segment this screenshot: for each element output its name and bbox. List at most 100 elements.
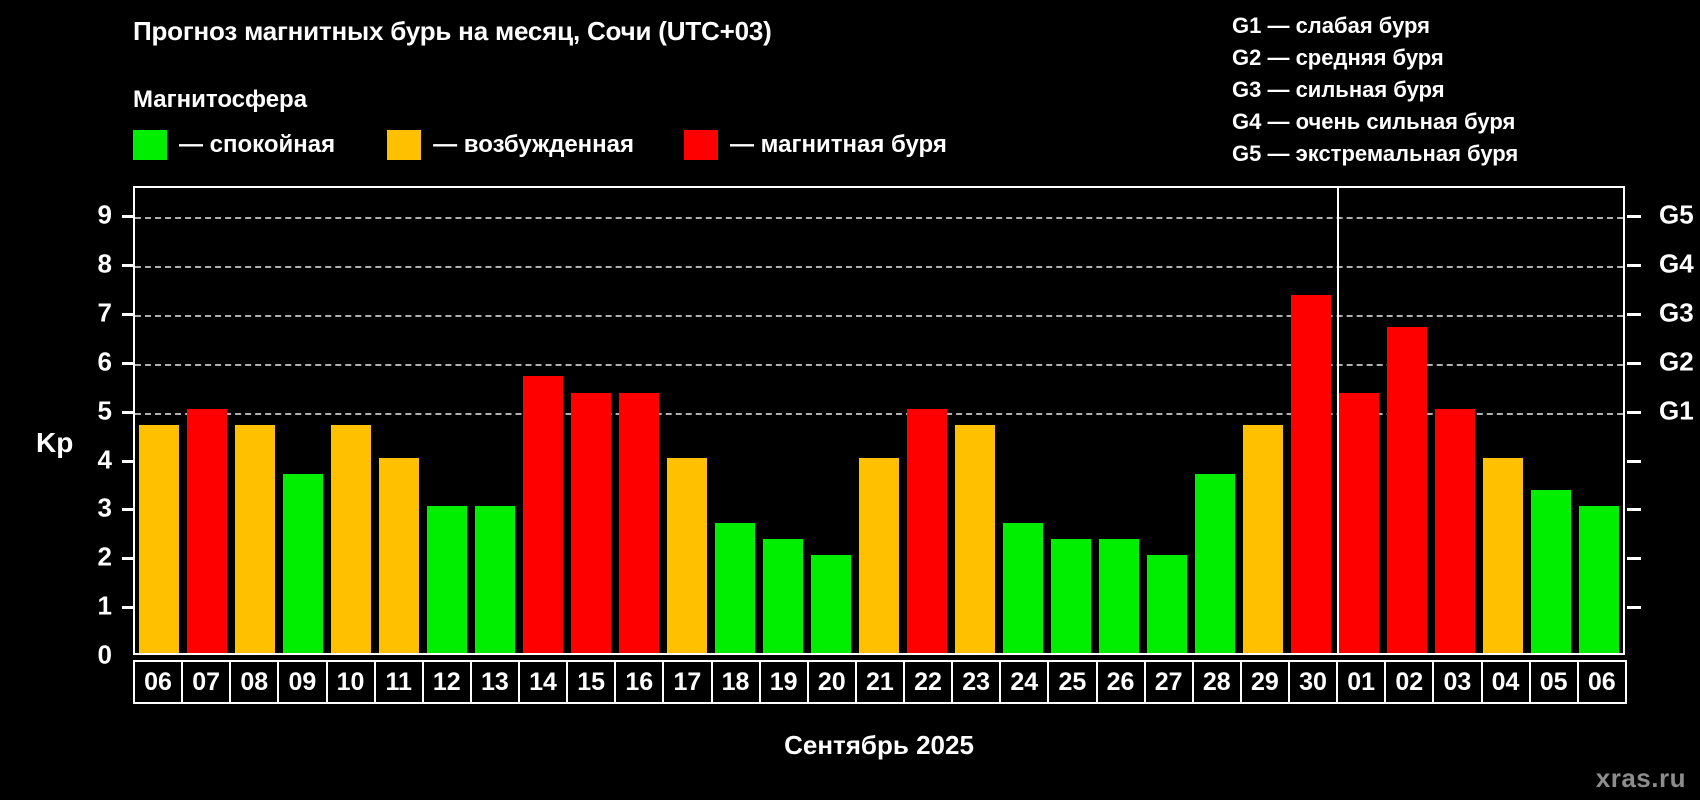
bar-slot[interactable] (423, 188, 471, 653)
x-axis-date-20[interactable]: 20 (806, 660, 857, 704)
x-axis-date-06[interactable]: 06 (133, 660, 184, 704)
bar-slot[interactable] (1431, 188, 1479, 653)
bar-slot[interactable] (1239, 188, 1287, 653)
bar-slot[interactable] (855, 188, 903, 653)
bar-16[interactable] (618, 392, 660, 653)
bar-21[interactable] (858, 457, 900, 653)
x-axis-date-28[interactable]: 28 (1191, 660, 1242, 704)
x-axis-date-14[interactable]: 14 (518, 660, 569, 704)
y-tick-mark-1 (122, 606, 133, 610)
bar-23[interactable] (954, 424, 996, 653)
bar-06[interactable] (1578, 506, 1620, 653)
x-axis-date-30[interactable]: 30 (1288, 660, 1339, 704)
bar-08[interactable] (234, 424, 276, 653)
gridline-kp-5 (135, 412, 1623, 415)
bar-05[interactable] (1530, 490, 1572, 653)
legend-item-unsettled: — возбужденная (387, 130, 634, 160)
bar-slot[interactable] (135, 188, 183, 653)
bar-09[interactable] (282, 473, 324, 653)
bar-20[interactable] (810, 555, 852, 653)
x-axis-date-27[interactable]: 27 (1143, 660, 1194, 704)
bar-slot[interactable] (1527, 188, 1575, 653)
bar-30[interactable] (1290, 294, 1332, 653)
bar-slot[interactable] (903, 188, 951, 653)
bar-26[interactable] (1098, 539, 1140, 653)
bar-slot[interactable] (327, 188, 375, 653)
bar-slot[interactable] (231, 188, 279, 653)
bar-06[interactable] (138, 424, 180, 653)
bar-11[interactable] (378, 457, 420, 653)
x-axis-date-06[interactable]: 06 (1576, 660, 1627, 704)
x-axis-date-07[interactable]: 07 (181, 660, 232, 704)
x-axis-date-24[interactable]: 24 (999, 660, 1050, 704)
bar-slot[interactable] (951, 188, 999, 653)
bar-slot[interactable] (1287, 188, 1335, 653)
x-axis-date-15[interactable]: 15 (566, 660, 617, 704)
x-axis-date-13[interactable]: 13 (469, 660, 520, 704)
bar-28[interactable] (1194, 473, 1236, 653)
bar-27[interactable] (1146, 555, 1188, 653)
x-axis-date-18[interactable]: 18 (710, 660, 761, 704)
bar-19[interactable] (762, 539, 804, 653)
bar-slot[interactable] (183, 188, 231, 653)
x-axis-date-26[interactable]: 26 (1095, 660, 1146, 704)
bar-slot[interactable] (615, 188, 663, 653)
bar-07[interactable] (186, 408, 228, 653)
bar-18[interactable] (714, 522, 756, 653)
x-axis-date-17[interactable]: 17 (662, 660, 713, 704)
g-tick-mark-G3 (1627, 313, 1641, 317)
bar-01[interactable] (1338, 392, 1380, 653)
x-axis-date-09[interactable]: 09 (277, 660, 328, 704)
bar-14[interactable] (522, 376, 564, 653)
bar-slot[interactable] (1095, 188, 1143, 653)
x-axis-date-29[interactable]: 29 (1239, 660, 1290, 704)
bar-24[interactable] (1002, 522, 1044, 653)
bar-slot[interactable] (1575, 188, 1623, 653)
bar-slot[interactable] (807, 188, 855, 653)
x-axis-date-11[interactable]: 11 (373, 660, 424, 704)
bar-slot[interactable] (567, 188, 615, 653)
x-axis-date-01[interactable]: 01 (1336, 660, 1387, 704)
bar-slot[interactable] (1143, 188, 1191, 653)
bar-29[interactable] (1242, 424, 1284, 653)
x-axis-date-02[interactable]: 02 (1384, 660, 1435, 704)
bar-slot[interactable] (471, 188, 519, 653)
bar-25[interactable] (1050, 539, 1092, 653)
x-axis-date-04[interactable]: 04 (1480, 660, 1531, 704)
bar-03[interactable] (1434, 408, 1476, 653)
x-axis-date-22[interactable]: 22 (903, 660, 954, 704)
bar-slot[interactable] (759, 188, 807, 653)
y-tick-label-4: 4 (97, 444, 112, 475)
bar-15[interactable] (570, 392, 612, 653)
bar-slot[interactable] (1047, 188, 1095, 653)
x-axis-date-21[interactable]: 21 (854, 660, 905, 704)
x-axis-date-19[interactable]: 19 (758, 660, 809, 704)
x-axis-date-03[interactable]: 03 (1432, 660, 1483, 704)
x-axis-date-25[interactable]: 25 (1047, 660, 1098, 704)
x-axis-date-16[interactable]: 16 (614, 660, 665, 704)
x-axis-date-10[interactable]: 10 (325, 660, 376, 704)
bar-slot[interactable] (999, 188, 1047, 653)
bar-04[interactable] (1482, 457, 1524, 653)
bar-slot[interactable] (663, 188, 711, 653)
bar-slot[interactable] (1479, 188, 1527, 653)
x-axis-date-05[interactable]: 05 (1528, 660, 1579, 704)
x-axis-date-23[interactable]: 23 (951, 660, 1002, 704)
bar-02[interactable] (1386, 327, 1428, 653)
bar-slot[interactable] (375, 188, 423, 653)
bar-13[interactable] (474, 506, 516, 653)
bar-22[interactable] (906, 408, 948, 653)
bar-slot[interactable] (279, 188, 327, 653)
bar-slot[interactable] (519, 188, 567, 653)
legend-swatch-unsettled-icon (387, 130, 422, 160)
bar-10[interactable] (330, 424, 372, 653)
bar-slot[interactable] (1335, 188, 1383, 653)
x-axis-date-12[interactable]: 12 (421, 660, 472, 704)
bar-slot[interactable] (711, 188, 759, 653)
bar-17[interactable] (666, 457, 708, 653)
bar-slot[interactable] (1383, 188, 1431, 653)
magnetosphere-legend: — спокойная — возбужденная — магнитная б… (133, 130, 947, 160)
x-axis-date-08[interactable]: 08 (229, 660, 280, 704)
bar-slot[interactable] (1191, 188, 1239, 653)
bar-12[interactable] (426, 506, 468, 653)
